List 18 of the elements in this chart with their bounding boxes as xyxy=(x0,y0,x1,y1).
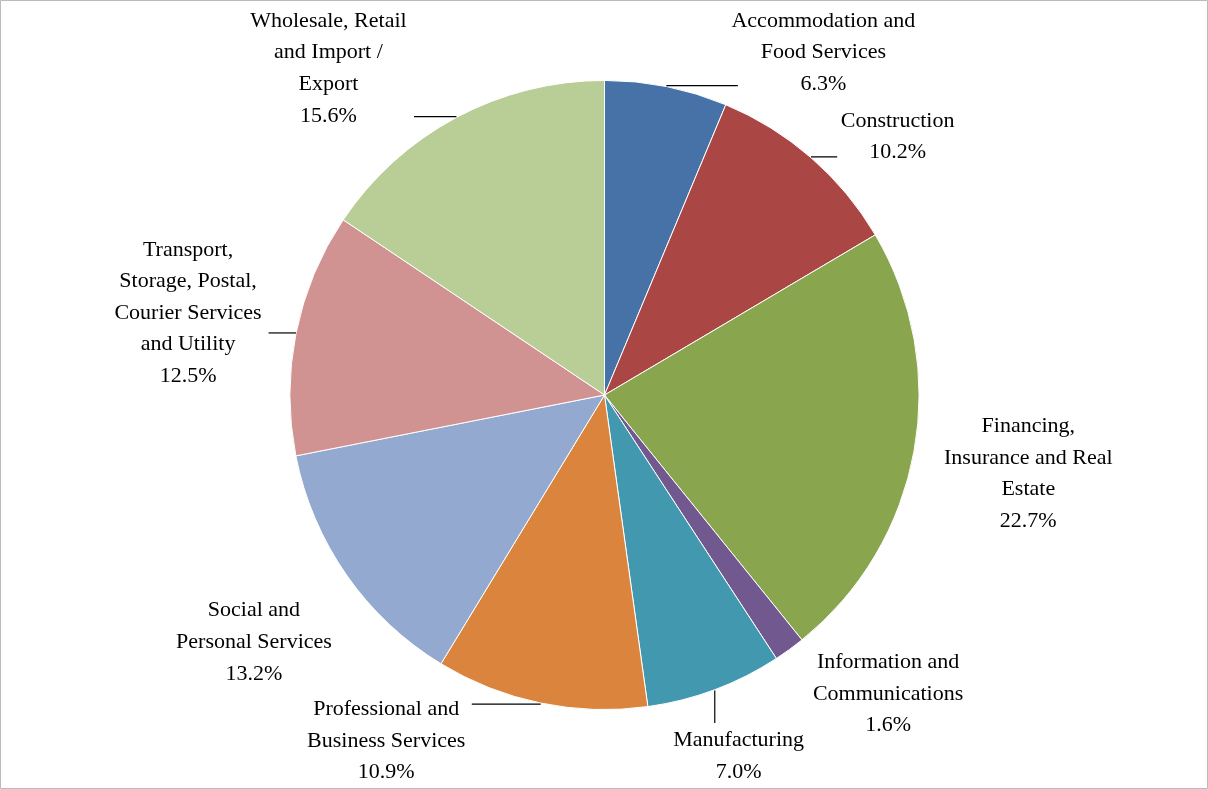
slice-label: Transport, Storage, Postal, Courier Services and Utility xyxy=(114,235,262,356)
slice-label: Social and Personal Services xyxy=(176,596,332,653)
data-label: 10.2% xyxy=(869,138,927,164)
data-label: 22.7% xyxy=(999,506,1057,532)
slice-label: Wholesale, Retail and Import / Export xyxy=(250,6,407,96)
data-label: 12.5% xyxy=(159,361,217,387)
data-label: 1.6% xyxy=(865,711,911,737)
data-label: 15.6% xyxy=(300,101,357,127)
data-label: 13.2% xyxy=(225,659,283,685)
slice-label: Construction xyxy=(840,106,955,132)
slice-label: Financing, Insurance and Real Estate xyxy=(943,412,1113,501)
data-label: 7.0% xyxy=(715,757,762,783)
slice-label: Information and Communications xyxy=(812,648,964,705)
slice-label: Manufacturing xyxy=(673,726,805,752)
slice-label: Professional and Business Services xyxy=(307,694,466,752)
data-label: 6.3% xyxy=(800,70,847,96)
slice-label: Accommodation and Food Services xyxy=(731,6,916,64)
data-label: 10.9% xyxy=(357,758,415,784)
